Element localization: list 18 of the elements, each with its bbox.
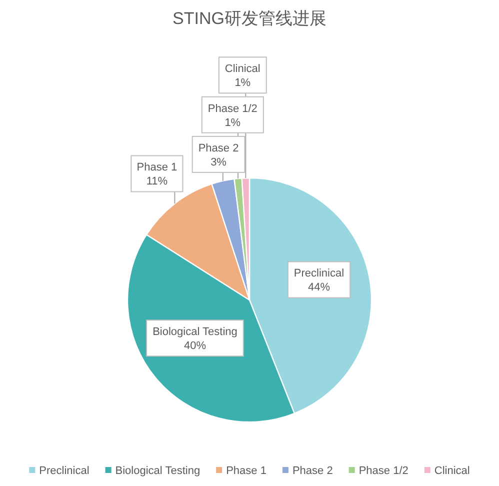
- chart-title: STING研发管线进展: [172, 9, 326, 28]
- data-label: 3%: [210, 156, 227, 168]
- slice-label: Phase 1: [136, 162, 178, 174]
- data-label: 1%: [234, 77, 251, 90]
- data-label: 40%: [184, 340, 206, 352]
- data-label: 44%: [308, 282, 330, 294]
- data-label: 11%: [146, 176, 168, 188]
- legend-label: Phase 1/2: [358, 465, 408, 477]
- legend-label: Phase 2: [292, 465, 333, 477]
- data-label: 1%: [224, 116, 241, 129]
- legend-label: Preclinical: [39, 465, 90, 477]
- slice-label: Biological Testing: [152, 326, 238, 338]
- slice-label: Preclinical: [294, 268, 344, 280]
- slice-label: Phase 2: [198, 142, 239, 154]
- slice-label: Clinical: [224, 63, 260, 76]
- legend-label: Clinical: [434, 465, 470, 477]
- slice-label: Phase 1/2: [208, 102, 258, 115]
- legend-label: Phase 1: [226, 465, 266, 477]
